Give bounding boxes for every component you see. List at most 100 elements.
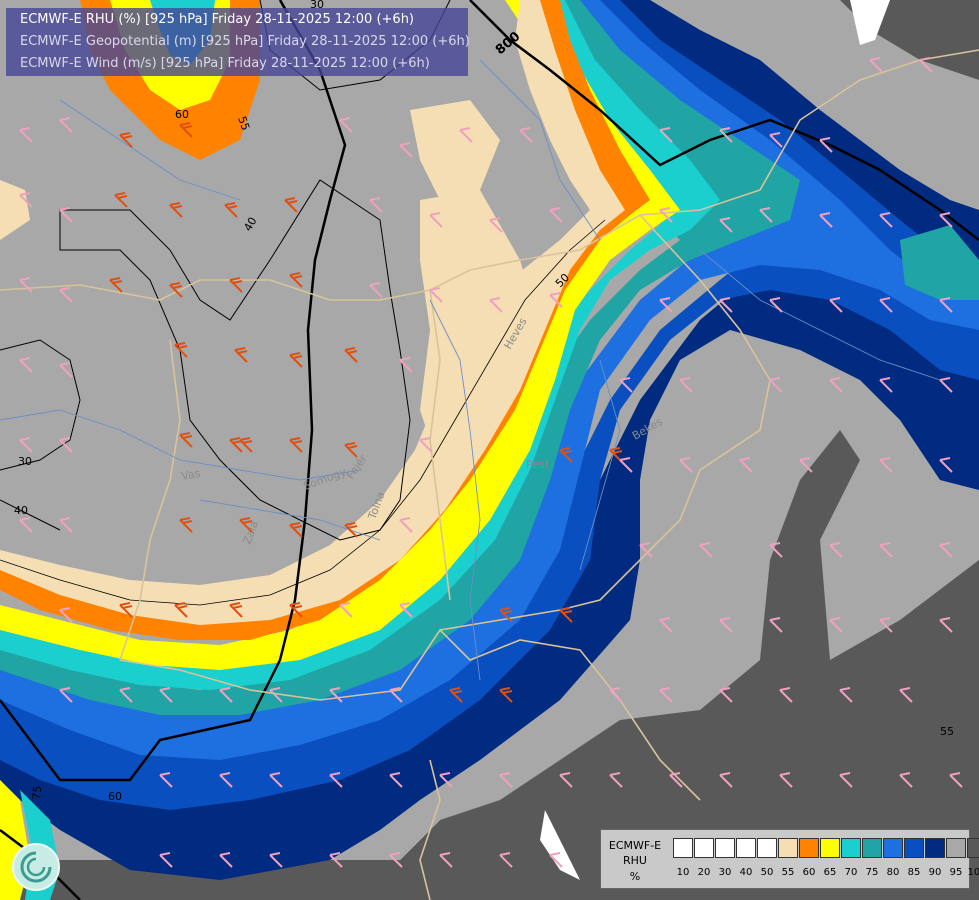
wind-barb: [159, 772, 173, 788]
wind-barb: [229, 437, 243, 453]
title-geopotential: ECMWF-E Geopotential (m) [925 hPa] Frida…: [20, 34, 470, 49]
legend-tick: 85: [907, 867, 921, 878]
wind-barb: [399, 602, 413, 618]
wind-barb: [19, 517, 33, 533]
wind-barb: [769, 542, 783, 558]
wind-barb: [549, 292, 563, 308]
wind-barb: [59, 437, 73, 453]
wind-barb: [879, 377, 893, 393]
wind-barb: [719, 617, 733, 633]
wind-barb: [719, 687, 733, 703]
legend-tick: 10: [676, 867, 690, 878]
wind-barb: [429, 212, 443, 228]
place-label: Bekes: [630, 415, 665, 443]
place-label: Pest: [526, 458, 550, 471]
wind-barb: [499, 852, 513, 868]
wind-barb: [269, 852, 283, 868]
wind-barb: [759, 207, 773, 223]
band-north-wheat-2: [420, 190, 540, 470]
wind-barb: [819, 212, 833, 228]
wind-barb: [949, 772, 963, 788]
title-wind: ECMWF-E Wind (m/s) [925 hPa] Friday 28-1…: [20, 56, 430, 71]
legend-swatch: [757, 838, 777, 858]
wind-barb: [609, 687, 623, 703]
legend-tick: 80: [886, 867, 900, 878]
legend-swatch: [799, 838, 819, 858]
wind-barb: [369, 197, 383, 213]
wind-barb: [829, 617, 843, 633]
river-7: [479, 59, 601, 241]
wind-barb: [939, 212, 953, 228]
contour-label: 30: [18, 455, 32, 468]
wind-barb: [829, 297, 843, 313]
legend-tick: 90: [928, 867, 942, 878]
wind-barb: [939, 617, 953, 633]
wind-barb: [344, 442, 358, 458]
map-header: ECMWF-E RHU (%) [925 hPa] Friday 28-11-2…: [6, 8, 470, 76]
wind-barb: [519, 127, 533, 143]
wind-barb: [289, 522, 303, 538]
legend: ECMWF-E RHU % 10 20 30 40 50 55 60 65 70 75 80 85 90…: [600, 829, 979, 889]
legend-tick: 50: [760, 867, 774, 878]
wind-barb: [269, 687, 283, 703]
wind-barb: [659, 687, 673, 703]
wind-barb: [389, 687, 403, 703]
geopotential-800-west: [0, 0, 347, 782]
wind-barb: [389, 772, 403, 788]
legend-swatch: [967, 838, 979, 858]
place-label: Somogy: [302, 465, 349, 493]
wind-barb: [609, 772, 623, 788]
wind-barb: [174, 602, 188, 618]
wind-barb: [284, 197, 298, 213]
logo-icon: [12, 843, 60, 891]
wind-barb: [19, 127, 33, 143]
contour-label: 55: [235, 115, 252, 133]
wind-barb: [779, 772, 793, 788]
wind-barb: [939, 377, 953, 393]
wind-barb: [659, 127, 673, 143]
wind-barb: [659, 617, 673, 633]
wind-barb: [174, 342, 188, 358]
wind-barb: [19, 192, 33, 208]
wind-barb: [339, 117, 353, 133]
legend-swatches: [673, 838, 979, 858]
rivers: [0, 59, 941, 681]
river-1: [0, 409, 361, 481]
wind-barb: [499, 687, 513, 703]
wind-barb: [179, 122, 193, 138]
legend-swatch: [778, 838, 798, 858]
wind-barb: [169, 202, 183, 218]
wind-barb: [289, 272, 303, 288]
wind-barb: [59, 607, 73, 623]
wind-barb: [389, 852, 403, 868]
geopotential-800-north: [469, 0, 979, 241]
legend-swatch: [736, 838, 756, 858]
wind-barb: [719, 297, 733, 313]
wind-barb: [659, 297, 673, 313]
wind-barb: [239, 437, 253, 453]
wind-barb: [559, 772, 573, 788]
wind-barb: [289, 602, 303, 618]
contour-label: 75: [30, 785, 44, 800]
wind-barb: [179, 517, 193, 533]
legend-swatch: [904, 838, 924, 858]
wind-barb: [344, 347, 358, 363]
wind-barb: [399, 357, 413, 373]
wind-barb: [719, 772, 733, 788]
wind-barb: [489, 297, 503, 313]
legend-unit: %: [629, 870, 641, 883]
legend-tick: 40: [739, 867, 753, 878]
legend-swatch: [694, 838, 714, 858]
legend-title-line1: ECMWF-E: [608, 839, 662, 852]
legend-swatch: [715, 838, 735, 858]
wind-barb: [719, 217, 733, 233]
wind-barb: [919, 57, 933, 73]
legend-swatch: [841, 838, 861, 858]
river-6: [59, 99, 241, 201]
wind-barb: [179, 432, 193, 448]
border-danube: [429, 289, 451, 601]
band-85: [0, 0, 979, 810]
wind-barb: [19, 437, 33, 453]
legend-tick: 60: [802, 867, 816, 878]
